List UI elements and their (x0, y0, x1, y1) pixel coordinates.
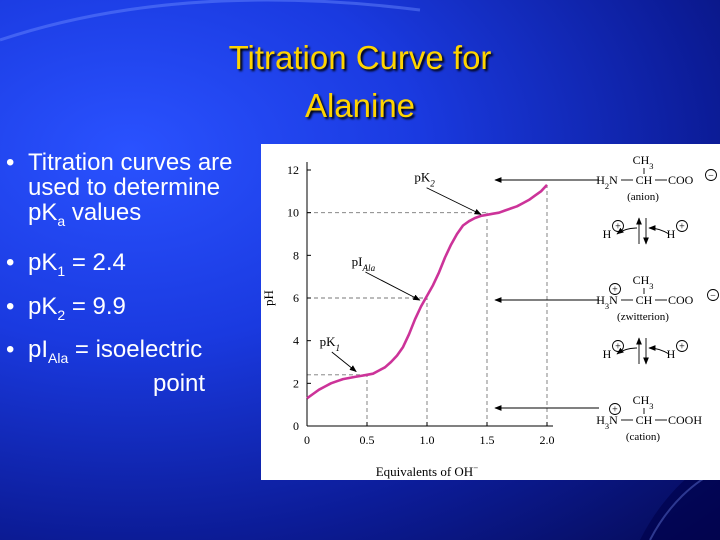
anion-minus-charge: − (705, 169, 717, 182)
anion-minus-charge-ring (705, 169, 717, 181)
equilibrium-lower-proton-right-charge-sign: + (679, 342, 685, 353)
equilibrium-upper: H + H + (603, 217, 688, 245)
bullet-pk1: pK1 = 2.4 (6, 250, 256, 284)
y-tick-label: 0 (293, 419, 299, 433)
y-tick-label: 12 (287, 163, 299, 177)
equilibrium-lower-proton-left-charge-ring (612, 340, 624, 352)
cation-plus-charge-ring (609, 403, 621, 415)
equilibrium-lower-curl-left (616, 347, 638, 355)
zwitterion-plus-charge-ring (609, 283, 621, 295)
species-zwitterion-name: (zwitterion) (617, 311, 669, 323)
curve-line-0 (306, 184, 548, 400)
zwitterion-minus-charge: − (707, 289, 719, 302)
zwitterion-plus-charge-sign: + (612, 285, 618, 296)
annotation-arrow-0 (426, 187, 482, 215)
y-axis-label: pH (261, 290, 276, 306)
chart-annotations: pK2 pIAla pK1 (320, 170, 482, 373)
species-column: CH3 H2N CH COO (anion) − CH3 H3N CH COO (zwitterio… (494, 153, 719, 443)
cation-plus-charge: + (609, 403, 621, 416)
bullet-list: Titration curves are used to determine p… (6, 150, 256, 406)
x-tick-label: 1.0 (420, 433, 435, 447)
species-cation-name: (cation) (626, 431, 661, 443)
bullet-titration-curves: Titration curves are used to determine p… (6, 150, 256, 234)
species-anion-carboxyl: COO (668, 173, 694, 187)
annotation-label-2: pK1 (320, 334, 340, 353)
species-anion-methyl: CH3 (633, 153, 654, 171)
zwitterion-plus-charge: + (609, 283, 621, 296)
equilibrium-lower-curl-right (648, 345, 670, 355)
titration-chart: 0 0.5 1.0 1.5 2.0 0 2 4 6 8 10 12 Equivalents of OH−… (261, 153, 719, 479)
y-tick-label: 2 (293, 376, 299, 390)
chart-axes: 0 0.5 1.0 1.5 2.0 0 2 4 6 8 10 12 Equivalents of OH−… (261, 162, 555, 479)
species-zwitterion-methyl: CH3 (633, 273, 654, 291)
reference-lines (307, 184, 548, 426)
species-cation-amino: H3N (596, 413, 618, 431)
species-zwitterion: CH3 H3N CH COO (zwitterion) + − (494, 273, 719, 323)
equilibrium-lower: H + H + (603, 337, 688, 365)
titration-figure: 0 0.5 1.0 1.5 2.0 0 2 4 6 8 10 12 Equivalents of OH−… (261, 144, 720, 480)
species-anion-name: (anion) (627, 191, 659, 203)
species-anion-amino: H2N (596, 173, 618, 191)
species-anion-alpha: CH (636, 173, 653, 187)
species-zwitterion-carboxyl: COO (668, 293, 694, 307)
equilibrium-lower-proton-right-charge-ring (676, 340, 688, 352)
species-cation-methyl: CH3 (633, 393, 654, 411)
y-tick-label: 10 (287, 206, 299, 220)
titration-curve (306, 184, 548, 400)
y-tick-label: 4 (293, 334, 299, 348)
annotation-label-0: pK2 (414, 170, 435, 189)
equilibrium-upper-proton-left-charge-sign: + (615, 222, 621, 233)
x-tick-label: 2.0 (540, 433, 555, 447)
slide-title-line2: Alanine (304, 87, 416, 124)
equilibrium-upper-proton-left: H (603, 227, 612, 241)
equilibrium-upper-proton-right-charge: + (676, 220, 688, 233)
annotation-label-1: pIAla (352, 254, 376, 273)
species-anion: CH3 H2N CH COO (anion) − (494, 153, 717, 203)
equilibrium-upper-proton-left-charge-ring (612, 220, 624, 232)
cation-plus-charge-sign: + (612, 405, 618, 416)
slide-title: Titration Curve for Alanine (120, 34, 600, 130)
y-tick-label: 8 (293, 248, 299, 262)
x-axis-label: Equivalents of OH− (376, 463, 479, 479)
equilibrium-lower-proton-left: H (603, 347, 612, 361)
anion-minus-charge-sign: − (708, 171, 714, 182)
equilibrium-lower-proton-right: H (667, 347, 676, 361)
equilibrium-lower-proton-right-charge: + (676, 340, 688, 353)
equilibrium-upper-curl-left (616, 227, 638, 235)
annotation-arrow-1 (365, 271, 421, 301)
equilibrium-upper-proton-left-charge: + (612, 220, 624, 233)
species-zwitterion-amino: H3N (596, 293, 618, 311)
equilibrium-upper-proton-right-charge-sign: + (679, 222, 685, 233)
annotation-arrow-2 (331, 351, 357, 373)
equilibrium-lower-proton-left-charge-sign: + (615, 342, 621, 353)
zwitterion-minus-charge-sign: − (710, 291, 716, 302)
equilibrium-upper-proton-right: H (667, 227, 676, 241)
equilibrium-upper-proton-right-charge-ring (676, 220, 688, 232)
x-tick-label: 0 (304, 433, 310, 447)
equilibrium-upper-curl-right (648, 225, 670, 235)
species-cation-carboxyl: COOH (668, 413, 702, 427)
slide-title-line1: Titration Curve for (228, 39, 492, 76)
species-cation-alpha: CH (636, 413, 653, 427)
bullet-pk2: pK2 = 9.9 (6, 294, 256, 328)
x-tick-label: 1.5 (480, 433, 495, 447)
species-cation: CH3 H3N CH COOH (cation) + (494, 393, 702, 443)
y-tick-label: 6 (293, 291, 299, 305)
x-tick-label: 0.5 (360, 433, 375, 447)
zwitterion-minus-charge-ring (707, 289, 719, 301)
species-zwitterion-alpha: CH (636, 293, 653, 307)
equilibrium-lower-proton-left-charge: + (612, 340, 624, 353)
